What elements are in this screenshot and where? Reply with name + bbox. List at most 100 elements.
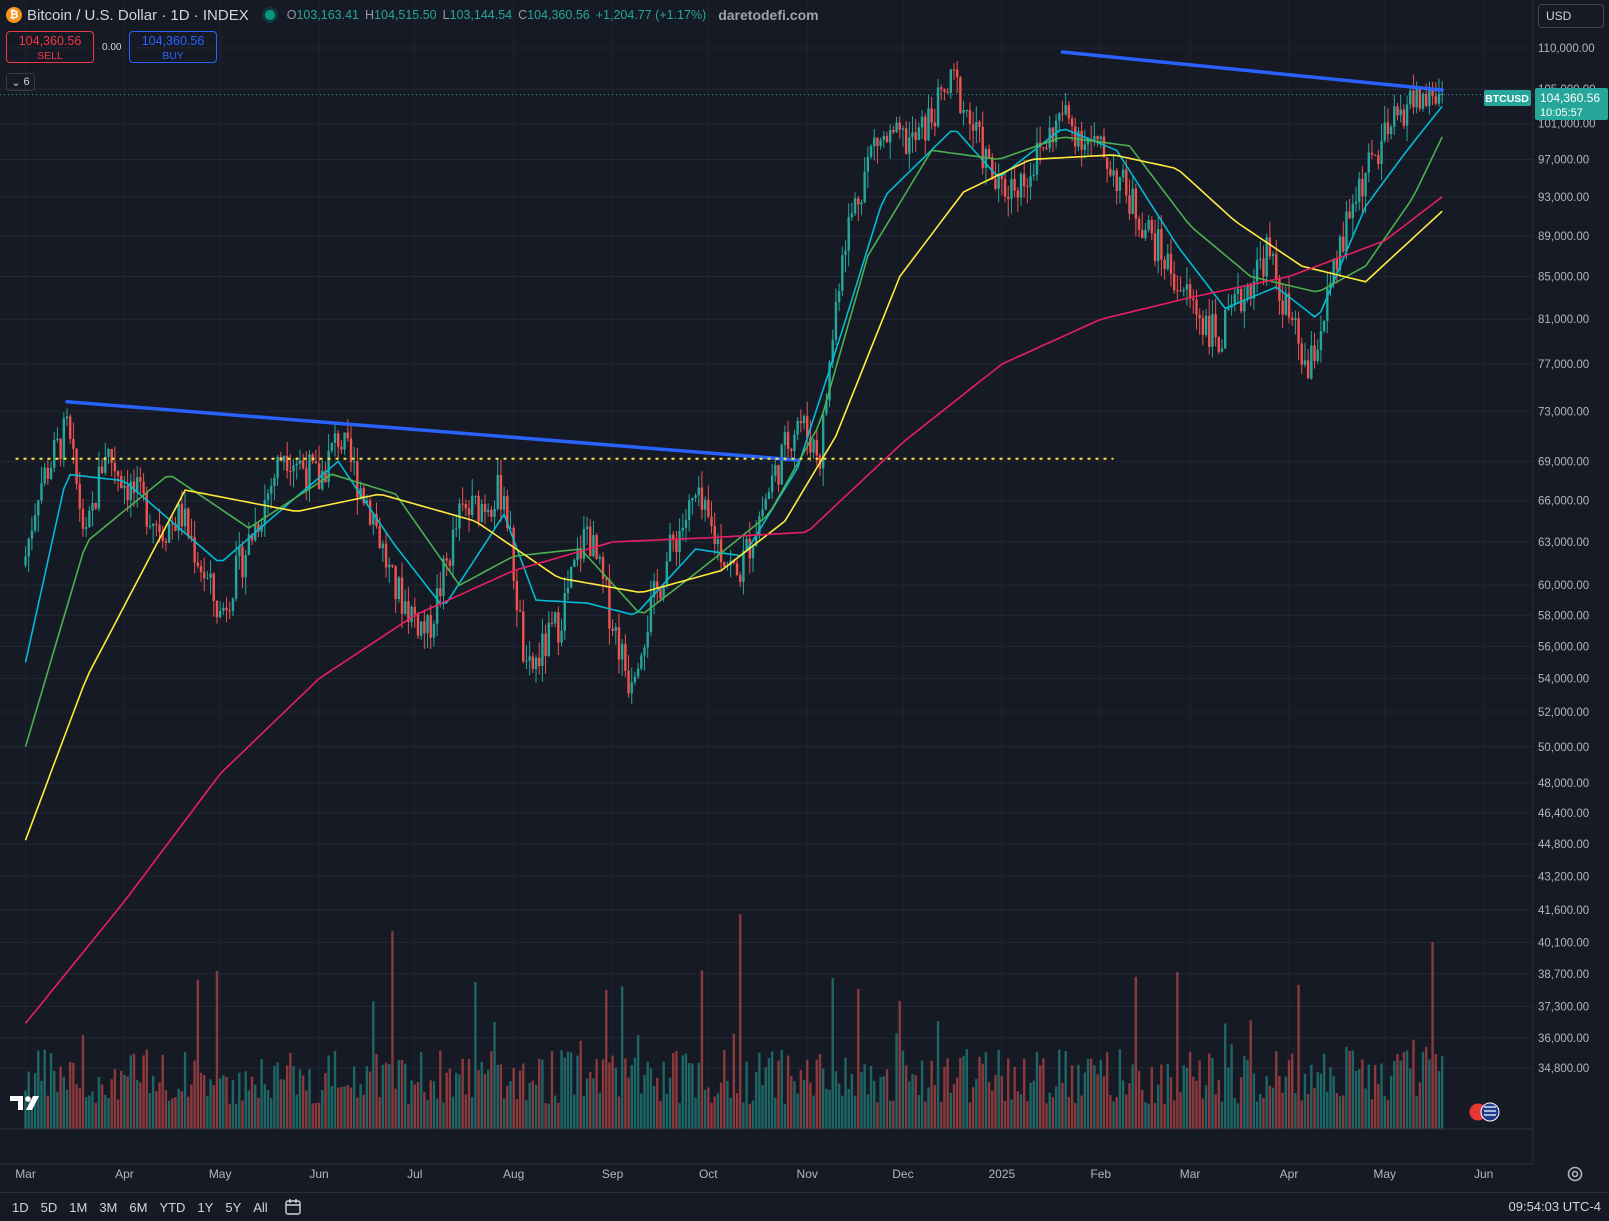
volume-bar <box>1364 1088 1367 1129</box>
time-range-all[interactable]: All <box>253 1199 268 1215</box>
currency-select[interactable]: USD <box>1538 4 1604 28</box>
tradingview-logo-icon[interactable] <box>10 1094 44 1112</box>
volume-bar <box>1045 1103 1048 1129</box>
candle-body <box>24 556 27 566</box>
time-tick-label: Apr <box>115 1167 134 1181</box>
price-axis[interactable] <box>1533 0 1609 1164</box>
volume-bar <box>1010 1099 1013 1129</box>
time-range-1d[interactable]: 1D <box>12 1199 29 1215</box>
calendar-goto-icon[interactable] <box>284 1198 302 1216</box>
candle-body <box>107 449 110 457</box>
time-range-ytd[interactable]: YTD <box>159 1199 186 1215</box>
clock[interactable]: 09:54:03 UTC-4 <box>1508 1199 1602 1214</box>
bitcoin-icon[interactable]: ₿ <box>6 7 22 23</box>
candle-body <box>75 448 78 484</box>
candle-body <box>911 132 914 138</box>
volume-bar <box>1141 1089 1144 1129</box>
candle-body <box>222 607 225 611</box>
candle-body <box>59 438 62 460</box>
volume-bar <box>423 1092 426 1129</box>
candle-body <box>164 540 168 543</box>
candle-body <box>308 454 311 490</box>
sell-button[interactable]: 104,360.56 SELL <box>6 31 94 63</box>
volume-bar <box>429 1080 432 1129</box>
volume-bar <box>761 1085 764 1129</box>
candle-body <box>723 562 726 567</box>
symbol-title[interactable]: Bitcoin / U.S. Dollar · 1D · INDEX <box>27 6 249 24</box>
candle-body <box>802 416 806 424</box>
candle-body <box>365 500 369 504</box>
candle-body <box>1284 293 1288 315</box>
volume-bar <box>723 1050 726 1129</box>
candle-body <box>873 137 876 147</box>
volume-bar <box>1166 1064 1169 1129</box>
volume-bar <box>1102 1076 1106 1129</box>
volume-bar <box>968 1102 972 1129</box>
volume-bar <box>1389 1075 1393 1129</box>
volume-bar <box>681 1055 684 1129</box>
volume-bar <box>1313 1088 1316 1129</box>
event-flags[interactable] <box>1468 1102 1500 1122</box>
candle-body <box>62 418 66 460</box>
candle-body <box>534 657 538 670</box>
time-range-6m[interactable]: 6M <box>129 1199 148 1215</box>
volume-bar <box>850 1073 854 1129</box>
candle-body <box>917 127 921 141</box>
us-flag-icon[interactable] <box>1480 1102 1500 1122</box>
time-range-1y[interactable]: 1Y <box>197 1199 214 1215</box>
volume-bar <box>1329 1067 1332 1129</box>
volume-bar <box>295 1094 298 1129</box>
indicators-toggle-button[interactable]: ⌄ 6 <box>6 73 35 91</box>
candle-body <box>439 588 442 597</box>
candle-body <box>920 116 924 128</box>
time-axis[interactable] <box>0 1164 1609 1192</box>
volume-bar <box>770 1051 774 1129</box>
volume-bar <box>978 1056 981 1129</box>
volume-bar <box>579 1040 582 1129</box>
volume-bar <box>202 1074 206 1129</box>
volume-bar <box>1262 1098 1265 1129</box>
time-range-3m[interactable]: 3M <box>99 1199 118 1215</box>
candle-body <box>1000 175 1004 180</box>
volume-bar <box>933 1085 937 1129</box>
candle-body <box>171 523 174 525</box>
volume-bar <box>1409 1068 1412 1129</box>
volume-bar <box>120 1070 123 1129</box>
volume-bar <box>707 1087 710 1129</box>
time-range-1m[interactable]: 1M <box>69 1199 88 1215</box>
volume-bar <box>362 1094 365 1129</box>
buy-button[interactable]: 104,360.56 BUY <box>129 31 217 63</box>
volume-bar <box>126 1076 129 1129</box>
volume-bar <box>774 1097 777 1129</box>
candle-body <box>461 503 464 505</box>
volume-bar <box>187 1096 190 1129</box>
volume-bar <box>142 1055 145 1129</box>
candle-body <box>908 137 911 154</box>
price-axis-labels: 110,000.00105,000.00101,000.0097,000.009… <box>1538 43 1596 1075</box>
volume-bar <box>43 1049 46 1129</box>
candle-body <box>1195 299 1198 315</box>
time-range-5d[interactable]: 5D <box>40 1199 58 1215</box>
volume-bar <box>46 1095 50 1129</box>
volume-bar <box>439 1050 442 1129</box>
time-range-group: 1D 5D 1M 3M 6M YTD 1Y 5Y All <box>0 1200 268 1215</box>
trendline-trendline_lower[interactable] <box>65 399 800 462</box>
candle-body <box>1019 173 1023 198</box>
volume-bar <box>885 1069 889 1129</box>
trendline-trendline_upper[interactable] <box>1060 50 1444 92</box>
volume-bar <box>1351 1050 1355 1129</box>
volume-bar <box>1297 984 1300 1129</box>
volume-bar <box>569 1052 573 1129</box>
candle-body <box>490 509 493 517</box>
time-range-5y[interactable]: 5Y <box>225 1199 242 1215</box>
price-chart[interactable]: 110,000.00105,000.00101,000.0097,000.009… <box>0 0 1609 1192</box>
volume-bar <box>1156 1084 1160 1129</box>
volume-bar <box>652 1085 656 1129</box>
volume-bar <box>901 1050 905 1129</box>
candle-body <box>158 524 161 532</box>
volume-bar <box>455 1072 458 1129</box>
symbol-tag: BTCUSD <box>1485 93 1529 105</box>
settings-gear-icon[interactable] <box>1567 1166 1583 1182</box>
volume-bar <box>451 1096 455 1129</box>
volume-bar <box>691 1063 694 1129</box>
